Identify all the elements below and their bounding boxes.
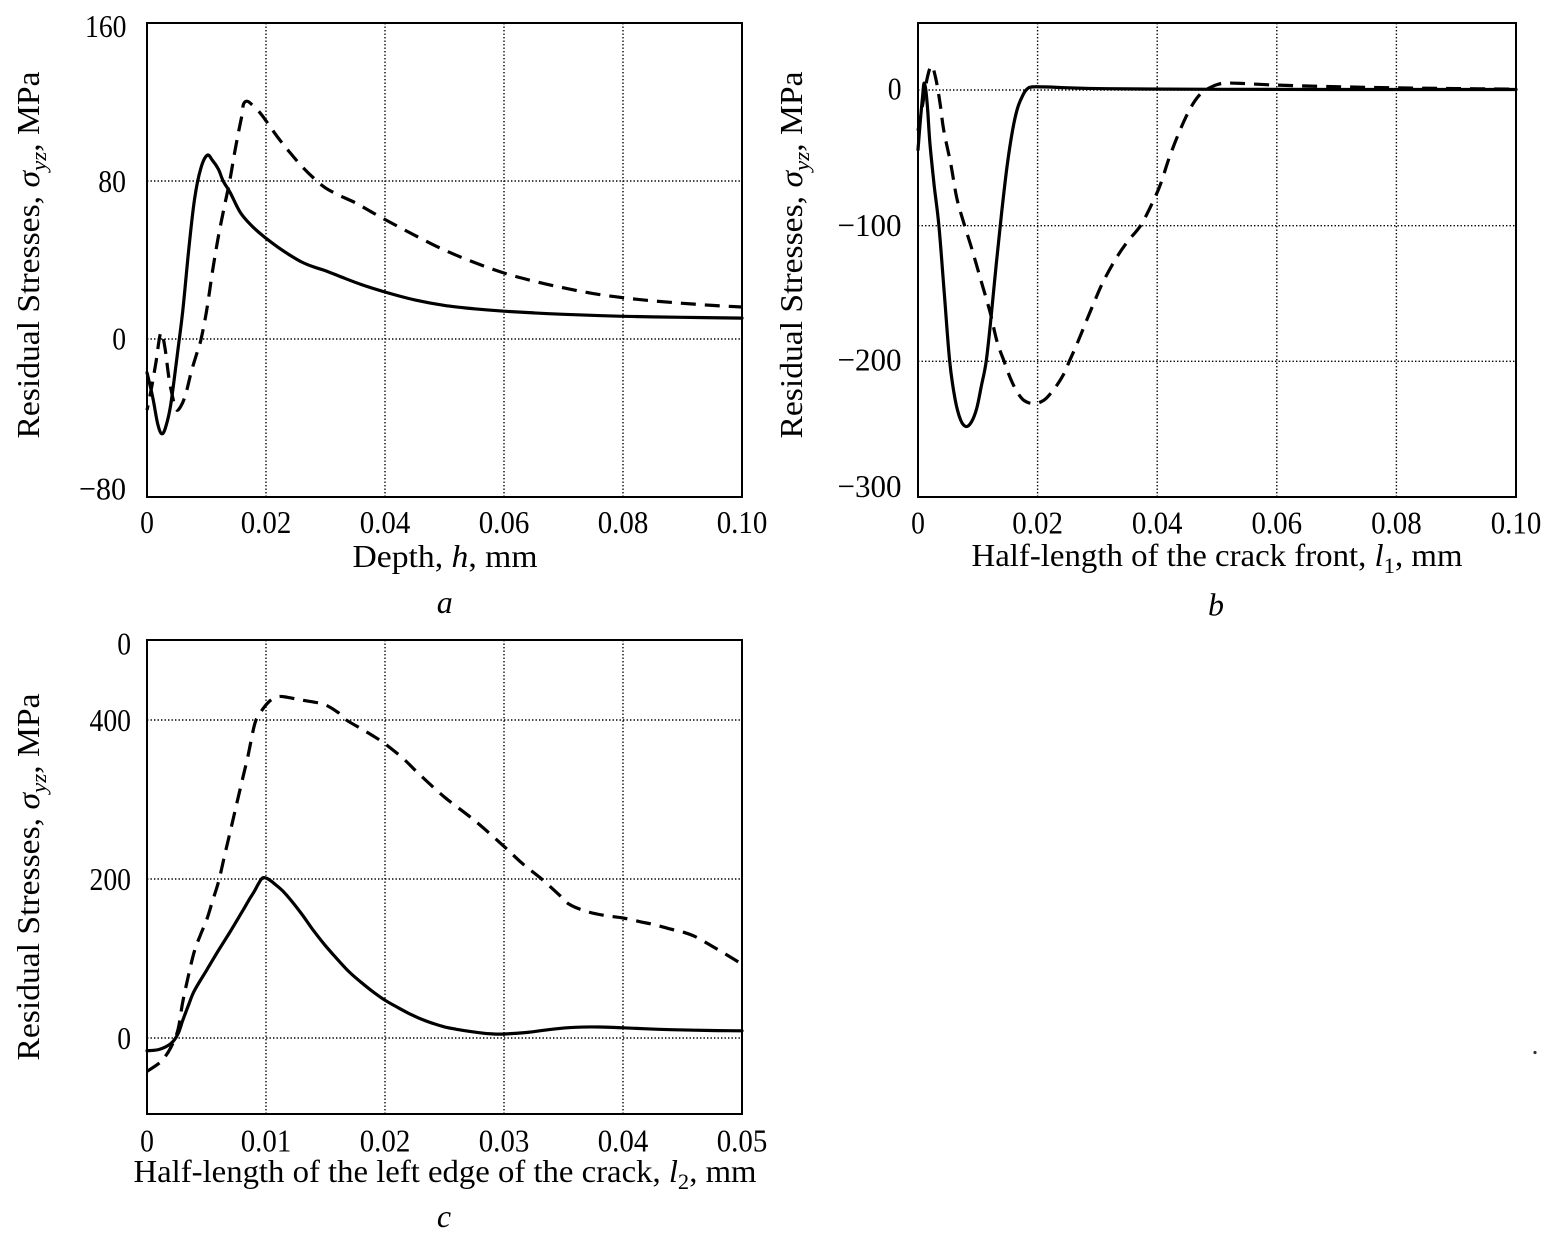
- svg-text:−200: −200: [838, 342, 902, 378]
- svg-text:0.01: 0.01: [241, 1123, 292, 1159]
- svg-text:0.10: 0.10: [1491, 505, 1542, 541]
- svg-text:−300: −300: [838, 468, 902, 504]
- svg-text:0.08: 0.08: [598, 504, 649, 540]
- svg-text:200: 200: [90, 861, 132, 897]
- svg-text:0.04: 0.04: [360, 504, 411, 540]
- svg-text:Half-length of the crack front: Half-length of the crack front, l1, mm: [972, 537, 1463, 578]
- svg-text:−80: −80: [79, 471, 126, 507]
- svg-text:0.06: 0.06: [1252, 505, 1303, 541]
- svg-text:0.05: 0.05: [717, 1123, 768, 1159]
- svg-text:0: 0: [117, 1020, 131, 1056]
- svg-text:0: 0: [888, 71, 902, 107]
- svg-text:0.03: 0.03: [479, 1123, 530, 1159]
- svg-text:160: 160: [85, 8, 127, 44]
- svg-text:c: c: [437, 1198, 451, 1234]
- svg-text:0.02: 0.02: [1012, 505, 1063, 541]
- svg-text:0.04: 0.04: [1132, 505, 1183, 541]
- svg-text:b: b: [1208, 587, 1224, 623]
- svg-text:0: 0: [140, 504, 154, 540]
- svg-text:Residual Stresses, σyz, MPa: Residual Stresses, σyz, MPa: [773, 72, 814, 439]
- svg-text:Depth, h, mm: Depth, h, mm: [353, 538, 538, 574]
- svg-text:0: 0: [911, 505, 925, 541]
- svg-text:0: 0: [117, 626, 131, 662]
- svg-text:0.10: 0.10: [717, 504, 768, 540]
- svg-text:0.06: 0.06: [479, 504, 530, 540]
- svg-text:400: 400: [90, 702, 132, 738]
- svg-text:Residual Stresses, σyz, MPa: Residual Stresses, σyz, MPa: [10, 694, 51, 1061]
- svg-text:a: a: [437, 584, 453, 620]
- svg-text:0: 0: [112, 321, 126, 357]
- svg-text:80: 80: [98, 163, 126, 199]
- svg-text:Half-length of the left edge o: Half-length of the left edge of the crac…: [134, 1153, 757, 1194]
- svg-text:0.08: 0.08: [1371, 505, 1422, 541]
- svg-text:0.04: 0.04: [598, 1123, 649, 1159]
- svg-text:0: 0: [140, 1123, 154, 1159]
- svg-text:0.02: 0.02: [360, 1123, 411, 1159]
- svg-text:−100: −100: [838, 207, 902, 243]
- svg-text:Residual Stresses, σyz, MPa: Residual Stresses, σyz, MPa: [10, 72, 51, 439]
- svg-text:0.02: 0.02: [241, 504, 292, 540]
